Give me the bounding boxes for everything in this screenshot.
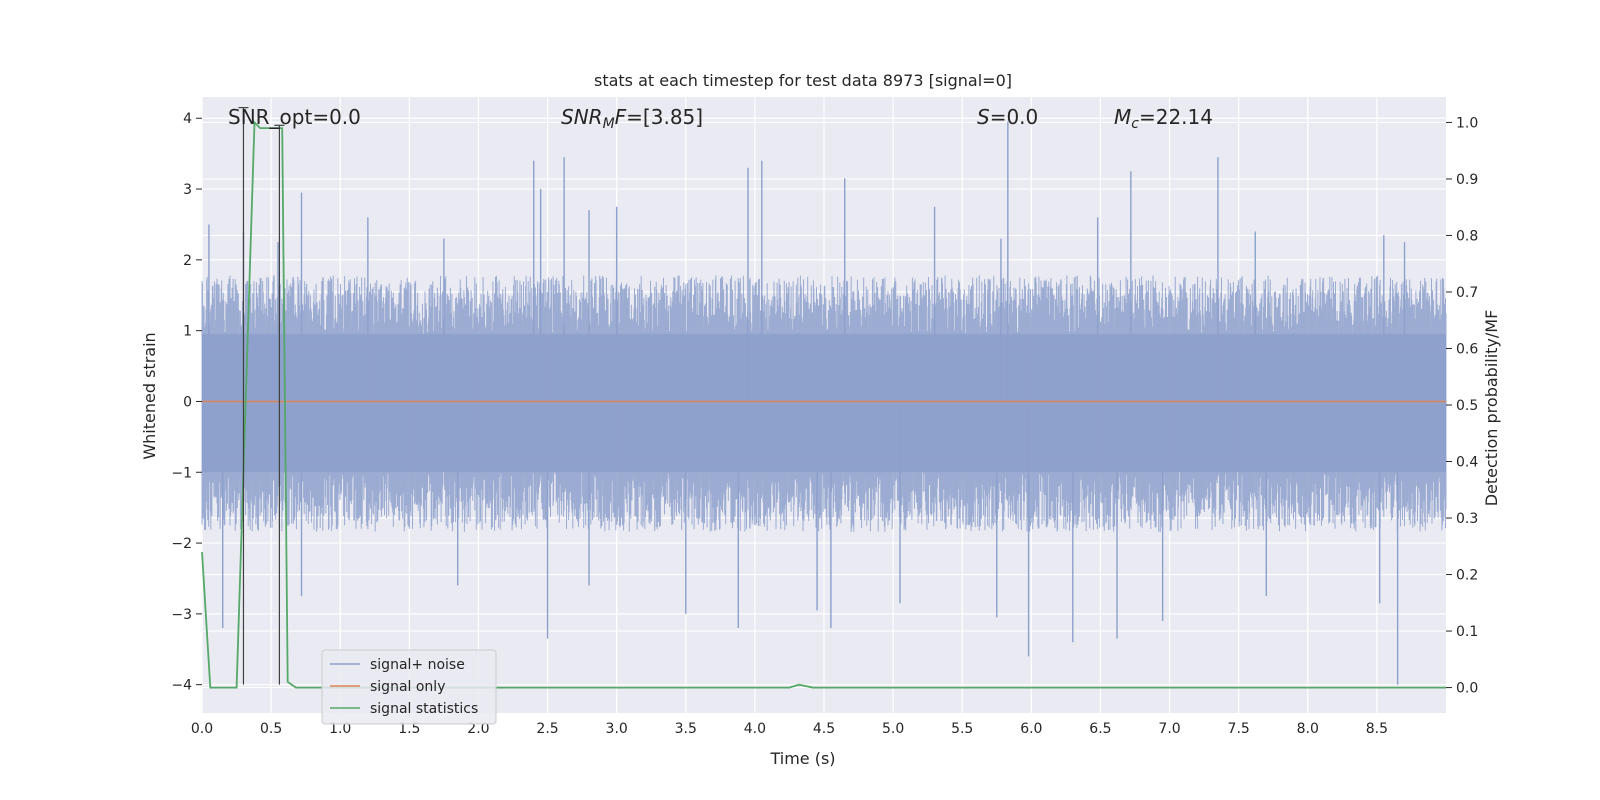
x-tick-label: 7.0 <box>1158 721 1180 737</box>
y2-tick-label: 0.4 <box>1456 455 1478 471</box>
snr-mf-annotation: SNRMF=[3.85] <box>561 105 703 132</box>
x-axis-label: Time (s) <box>769 749 835 768</box>
y-tick-label: 3 <box>183 182 192 198</box>
statistics-line <box>201 120 1446 689</box>
y2-tick-label: 0.5 <box>1456 398 1478 414</box>
chart-title: stats at each timestep for test data 897… <box>594 71 1012 90</box>
mc-value: =22.14 <box>1139 105 1213 129</box>
marker-lines <box>238 107 285 685</box>
y2-axis-ticks: 1.0 0.9 0.8 0.7 0.6 0.5 0.4 0.3 0.2 0.1 0.0 <box>1446 115 1478 697</box>
s-annotation: S=0.0 <box>977 105 1038 129</box>
snr-mf-sub: M <box>603 116 615 132</box>
y-tick-label: −3 <box>171 607 192 623</box>
snr-mf-main: SNR <box>561 105 603 129</box>
x-tick-label: 0.5 <box>260 721 282 737</box>
y2-tick-label: 0.0 <box>1456 681 1478 697</box>
y2-tick-label: 0.1 <box>1456 624 1478 640</box>
x-tick-label: 7.5 <box>1228 721 1250 737</box>
y-tick-label: 4 <box>183 111 192 127</box>
s-main: S <box>977 105 990 129</box>
legend-entry-noise: signal+ noise <box>370 657 465 673</box>
x-tick-label: 4.0 <box>744 721 766 737</box>
y-tick-label: 2 <box>183 253 192 269</box>
mc-sub: c <box>1131 116 1139 132</box>
legend: signal+ noise signal only signal statist… <box>321 649 497 725</box>
noise-series <box>201 121 1447 685</box>
y2-tick-label: 0.6 <box>1456 341 1478 357</box>
legend-entry-stats: signal statistics <box>370 701 478 717</box>
x-tick-label: 3.5 <box>675 721 697 737</box>
x-tick-label: 8.5 <box>1366 721 1388 737</box>
snr-mf-value: =[3.85] <box>626 105 703 129</box>
y2-tick-label: 0.7 <box>1456 285 1478 301</box>
y-axis-ticks: 4 3 2 1 0 −1 −2 −3 −4 <box>171 111 202 694</box>
y-tick-label: 0 <box>183 394 192 410</box>
snr-opt-annotation: SNR_opt=0.0 <box>228 105 361 129</box>
y-tick-label: −1 <box>171 465 192 481</box>
x-tick-label: 3.0 <box>606 721 628 737</box>
statistics-series <box>201 120 1446 689</box>
x-tick-label: 6.5 <box>1089 721 1111 737</box>
x-tick-label: 1.5 <box>398 721 420 737</box>
y2-tick-label: 0.2 <box>1456 568 1478 584</box>
y2-tick-label: 1.0 <box>1456 115 1478 131</box>
x-tick-label: 1.0 <box>329 721 351 737</box>
mc-main: M <box>1114 105 1131 129</box>
x-tick-label: 8.0 <box>1297 721 1319 737</box>
y2-tick-label: 0.3 <box>1456 511 1478 527</box>
legend-box <box>321 649 497 725</box>
noise-core <box>202 334 1446 473</box>
mc-annotation: Mc=22.14 <box>1114 105 1213 132</box>
x-tick-label: 2.5 <box>536 721 558 737</box>
x-tick-label: 2.0 <box>467 721 489 737</box>
y2-axis-label: Detection probability/MF <box>1482 310 1501 507</box>
y2-tick-label: 0.8 <box>1456 228 1478 244</box>
y-tick-label: −2 <box>171 536 192 552</box>
x-axis-ticks: 0.0 0.5 1.0 1.5 2.0 2.5 3.0 3.5 4.0 4.5 5.0 5.5 6.0 6… <box>191 721 1388 737</box>
snr-mf-italic2: F <box>615 105 627 129</box>
x-tick-label: 6.0 <box>1020 721 1042 737</box>
x-tick-label: 5.5 <box>951 721 973 737</box>
x-tick-label: 5.0 <box>882 721 904 737</box>
x-tick-label: 4.5 <box>813 721 835 737</box>
y-axis-label: Whitened strain <box>140 332 159 459</box>
legend-entry-signal: signal only <box>370 679 445 695</box>
y-tick-label: 1 <box>183 324 192 340</box>
y2-tick-label: 0.9 <box>1456 172 1478 188</box>
x-tick-label: 0.0 <box>191 721 213 737</box>
s-value: =0.0 <box>990 105 1039 129</box>
y-tick-label: −4 <box>171 678 192 694</box>
